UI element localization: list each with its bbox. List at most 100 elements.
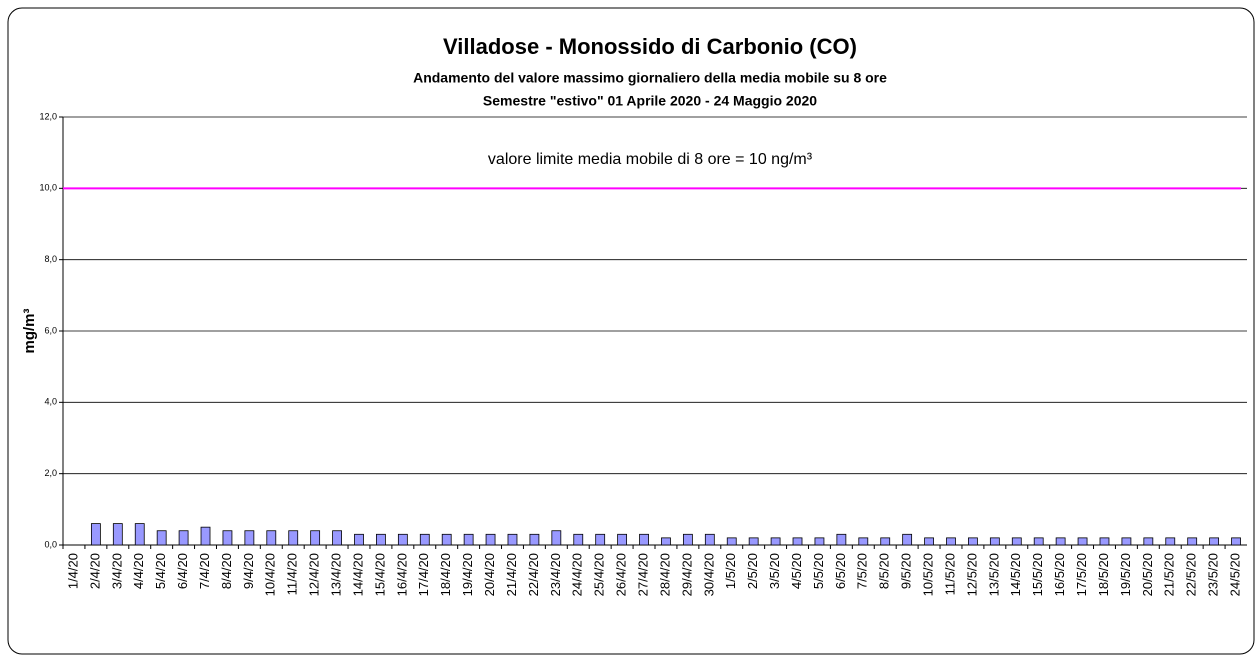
x-tick-label: 26/4/20 [614,553,629,596]
bar [1121,537,1132,546]
bar [134,523,145,546]
x-tick-label: 8/5/20 [877,553,892,589]
x-tick-label: 12/4/20 [307,553,322,596]
bar [332,530,342,546]
bar [617,533,628,546]
bar [682,533,693,546]
y-tick-label: 4,0 [44,397,57,407]
x-tick-label: 18/4/20 [438,553,453,596]
bar [551,530,562,546]
x-tick-label: 27/4/20 [635,553,650,596]
annotation: valore limite media mobile di 8 ore = 10… [488,151,813,168]
bar [770,537,781,546]
x-tick-label: 24/4/20 [570,553,585,596]
x-tick-label: 9/5/20 [899,553,914,589]
bar [858,537,869,546]
x-tick-label: 7/4/20 [197,553,212,589]
x-tick-label: 11/5/20 [942,553,957,595]
x-tick-label: 6/5/20 [833,553,848,589]
bar [222,530,233,546]
bar [310,530,321,546]
x-tick-label: 28/4/20 [657,553,672,596]
x-tick-label: 19/4/20 [460,553,475,596]
bar [968,537,978,546]
y-tick-label: 10,0 [39,183,57,193]
x-tick-label: 3/5/20 [767,553,782,589]
x-tick-label: 17/5/20 [1074,553,1089,596]
x-tick-label: 9/4/20 [241,553,256,589]
x-tick-label: 2/4/20 [87,553,102,589]
y-tick-label: 0,0 [44,539,57,549]
x-tick-label: 20/5/20 [1140,553,1155,596]
x-tick-label: 13/4/20 [329,553,344,596]
x-tick-label: 15/4/20 [372,553,387,596]
bar [266,530,277,546]
x-tick-label: 17/4/20 [416,553,431,596]
bar [880,537,891,546]
x-tick-label: 4/5/20 [789,553,804,589]
x-tick-label: 23/5/20 [1206,553,1221,596]
bar [1165,537,1176,546]
x-tick-label: 24/5/20 [1227,553,1242,596]
x-tick-label: 12/5/20 [964,553,979,596]
bar [485,533,496,546]
x-tick-label: 13/5/20 [986,553,1001,596]
bar [90,523,101,546]
bar [1077,537,1088,546]
bar [156,530,167,546]
bar [792,537,803,546]
x-tick-label: 15/5/20 [1030,553,1045,596]
x-tick-label: 10/4/20 [263,553,278,596]
x-tick-label: 1/4/20 [65,553,80,589]
bar [1033,537,1044,546]
bar [507,533,518,546]
bar [661,537,671,546]
bar [1143,537,1154,546]
x-tick-label: 6/4/20 [175,553,190,589]
chart-subtitle: Semestre "estivo" 01 Aprile 2020 - 24 Ma… [483,93,817,109]
x-tick-label: 19/5/20 [1118,553,1133,596]
y-tick-label: 8,0 [44,254,57,264]
x-tick-label: 21/4/20 [504,553,519,596]
bar [1209,537,1220,546]
x-tick-label: 22/4/20 [526,553,541,596]
bar [1055,537,1066,546]
x-tick-label: 16/5/20 [1052,553,1067,596]
bar [244,530,255,546]
x-tick-label: 5/4/20 [153,553,168,589]
bar [463,533,474,546]
x-tick-label: 4/4/20 [131,553,146,589]
bar [836,533,847,546]
x-tick-label: 8/4/20 [219,553,234,589]
x-tick-label: 20/4/20 [482,553,497,596]
bar [397,533,408,546]
y-axis-label: mg/m³ [21,308,38,353]
bar [112,523,123,546]
x-tick-label: 16/4/20 [394,553,409,596]
x-tick-label: 10/5/20 [921,553,936,596]
x-tick-label: 29/4/20 [679,553,694,596]
bar [1231,537,1241,546]
y-tick-label: 6,0 [44,325,57,335]
bar [178,530,189,546]
x-tick-label: 5/5/20 [811,553,826,589]
bar [748,537,759,546]
bar [704,533,715,546]
bar [946,537,956,546]
x-tick-label: 2/5/20 [745,553,760,589]
bar [376,533,386,546]
bar [441,533,452,546]
bar [924,537,934,546]
x-tick-label: 14/4/20 [350,553,365,596]
bar [419,533,430,546]
y-tick-label: 2,0 [44,468,57,478]
bar [1187,537,1198,546]
x-tick-label: 23/4/20 [548,553,563,596]
bar [200,526,211,546]
x-tick-label: 3/4/20 [109,553,124,589]
x-tick-label: 1/5/20 [723,553,738,589]
x-tick-label: 18/5/20 [1096,553,1111,596]
x-tick-label: 30/4/20 [701,553,716,596]
